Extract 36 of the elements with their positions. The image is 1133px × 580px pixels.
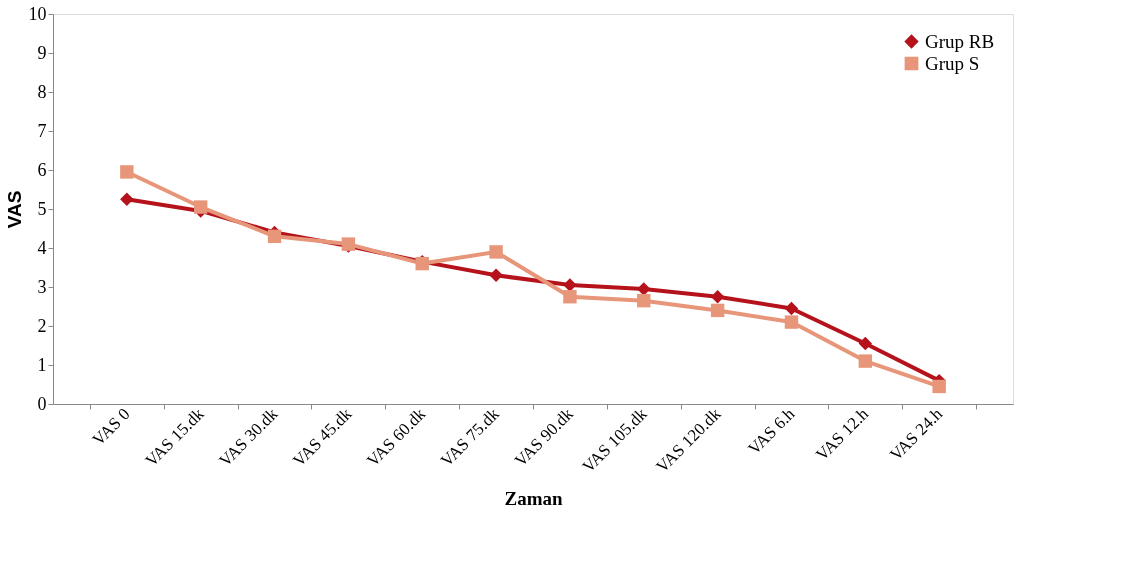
y-tick-label: 10 [28, 3, 47, 24]
point [858, 354, 873, 368]
y-tick-label: 1 [37, 354, 47, 375]
y-tick-label: 6 [37, 159, 47, 180]
point [710, 303, 725, 318]
point [858, 336, 873, 351]
x-tick-label: VAS 12.h [812, 404, 873, 465]
x-tick-label: VAS 24.h [886, 404, 947, 465]
legend-label: Grup S [925, 52, 980, 74]
y-tick-label: 9 [37, 42, 47, 63]
y-tick-label: 4 [37, 237, 47, 258]
point [489, 268, 503, 283]
y-tick-label: 8 [37, 81, 47, 102]
point [563, 278, 577, 292]
x-tick-label: VAS 6.h [744, 404, 799, 459]
point [784, 301, 799, 316]
point [120, 165, 134, 179]
point [637, 282, 651, 296]
point [784, 315, 799, 329]
point [563, 290, 577, 304]
y-tick-label: 0 [37, 393, 47, 414]
point [120, 192, 134, 206]
y-tick-label: 7 [37, 120, 47, 141]
x-tick-label: VAS 0 [88, 404, 134, 450]
point [932, 379, 946, 394]
y-tick-label: 2 [37, 315, 47, 336]
point [489, 245, 503, 259]
point [637, 293, 651, 308]
point [193, 200, 208, 214]
y-tick-label: 3 [37, 276, 47, 297]
y-axis-title: VAS [3, 190, 25, 229]
point [710, 290, 725, 304]
legend-label: Grup RB [925, 30, 995, 52]
x-axis-title: Zaman [504, 487, 563, 509]
y-tick-label: 5 [37, 198, 47, 219]
point [267, 229, 282, 244]
